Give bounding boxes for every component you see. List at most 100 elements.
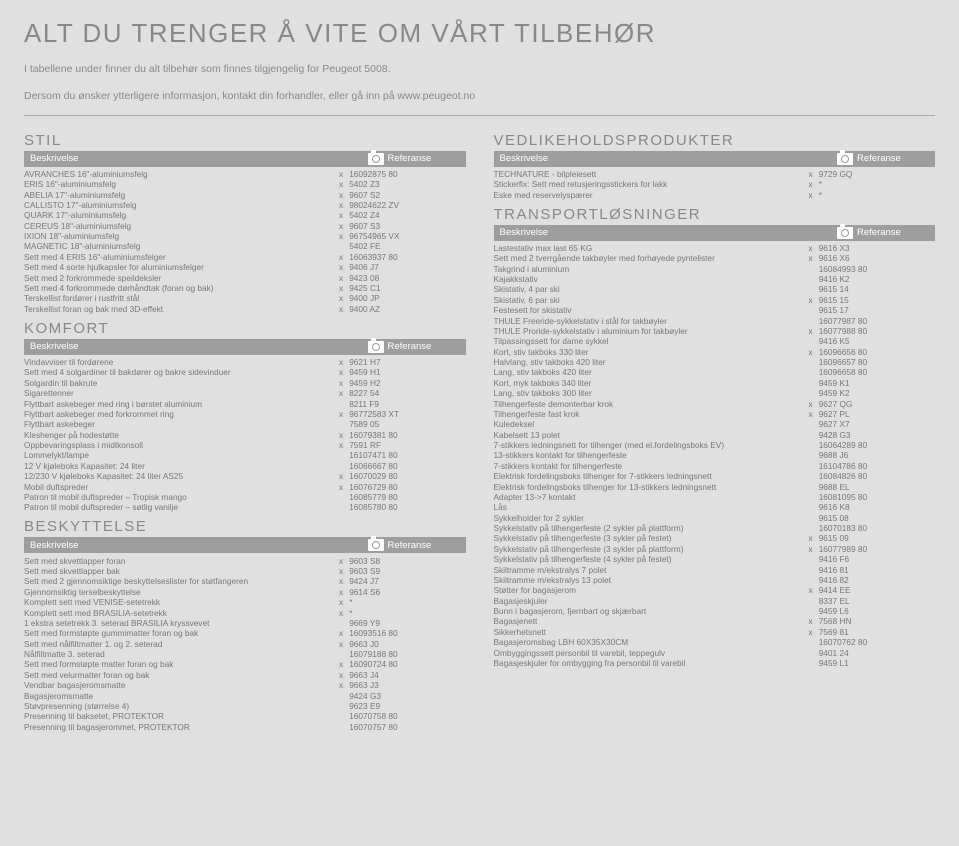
cell-desc: Sett med 2 tverrgående takbøyler med for…	[494, 253, 803, 263]
cell-ref: 9669 Y9	[349, 618, 465, 628]
table-row: Støtter for bagasjeromx9414 EE	[494, 585, 936, 595]
cell-photo	[333, 711, 349, 721]
table-row: Skiltramme m/ekstralys 7 polet9416 81	[494, 564, 936, 574]
cell-desc: Lang, stiv takboks 300 liter	[494, 388, 803, 398]
cell-photo	[803, 606, 819, 616]
cell-ref: 9729 GQ	[819, 169, 935, 179]
cell-ref: 16066667 80	[349, 461, 465, 471]
cell-photo: x	[803, 616, 819, 626]
cell-desc: Lang, stiv takboks 420 liter	[494, 367, 803, 377]
cell-photo	[333, 461, 349, 471]
table-row: ABELIA 17"-aluminiumsfelgx9607 S2	[24, 189, 466, 199]
cell-ref: 96772583 XT	[349, 409, 465, 419]
cell-desc: Lastestativ max last 65 KG	[494, 243, 803, 253]
cell-desc: Bagasjenett	[494, 616, 803, 626]
header-desc: Beskrivelse	[500, 153, 838, 164]
divider	[24, 115, 935, 116]
cell-ref: 9425 C1	[349, 283, 465, 293]
cell-desc: Skiltramme m/ekstralys 7 polet	[494, 564, 803, 574]
table-row: Sykkelstativ på tilhengerfeste (3 sykler…	[494, 544, 936, 554]
table-row: Skistativ, 6 par skix9615 15	[494, 295, 936, 305]
table-row: 13-stikkers kontakt for tilhengerfeste96…	[494, 450, 936, 460]
cell-desc: Flyttbart askebeger med forkrommet ring	[24, 409, 333, 419]
cell-desc: Skiltramme m/ekstralys 13 polet	[494, 575, 803, 585]
cell-photo: x	[333, 628, 349, 638]
section-title-beskyttelse: BESKYTTELSE	[24, 518, 466, 535]
cell-desc: Tilhengerfeste demonterbar krok	[494, 398, 803, 408]
cell-desc: Skistativ, 6 par ski	[494, 295, 803, 305]
cell-photo: x	[803, 627, 819, 637]
header-ref: Referanse	[388, 341, 460, 352]
table-header: BeskrivelseReferanse	[494, 151, 936, 167]
cell-desc: Sett med formstøpte matter foran og bak	[24, 659, 333, 669]
cell-photo: x	[333, 293, 349, 303]
cell-ref: 9424 J7	[349, 576, 465, 586]
cell-photo	[803, 595, 819, 605]
cell-desc: Kabelsett 13 polet	[494, 429, 803, 439]
cell-photo: x	[333, 440, 349, 450]
cell-desc: Sikkerhetsnett	[494, 627, 803, 637]
cell-ref: 5402 FE	[349, 241, 465, 251]
table-row: Bagasjeskjuler8337 EL	[494, 595, 936, 605]
table-row: Stickerfix: Sett med retusjeringssticker…	[494, 179, 936, 189]
cell-photo	[333, 502, 349, 512]
cell-desc: Sett med 2 forkrommede speildeksler	[24, 272, 333, 282]
cell-desc: Patron til mobil duftspreder – Tropisk m…	[24, 492, 333, 502]
cell-photo: x	[333, 429, 349, 439]
cell-ref: 9615 14	[819, 284, 935, 294]
table-row: Vindavviser til fordørenex9621 H7	[24, 357, 466, 367]
table-row: Sikkerhetsnettx7569 81	[494, 627, 936, 637]
table-row: Adapter 13->7 kontakt16081095 80	[494, 492, 936, 502]
cell-ref: 9663 J4	[349, 670, 465, 680]
table-row: Flyttbart askebeger7589 05	[24, 419, 466, 429]
cell-desc: Bunn i bagasjerom, fjernbart og skjærbar…	[494, 606, 803, 616]
cell-photo	[333, 618, 349, 628]
cell-desc: Patron til mobil duftspreder – søtlig va…	[24, 502, 333, 512]
cell-desc: Kuledeksel	[494, 419, 803, 429]
table-row: Sett med formstøpte matter foran og bakx…	[24, 659, 466, 669]
cell-ref: 5402 Z4	[349, 210, 465, 220]
cell-ref: 16070762 80	[819, 637, 935, 647]
cell-photo	[803, 357, 819, 367]
cell-ref: 9616 K8	[819, 502, 935, 512]
cell-ref: 9688 J6	[819, 450, 935, 460]
table-row: Skiltramme m/ekstralys 13 polet9416 82	[494, 575, 936, 585]
cell-photo	[803, 450, 819, 460]
cell-ref: 8227 54	[349, 388, 465, 398]
cell-desc: Gjennomsiktig terselbeskyttelse	[24, 587, 333, 597]
table-row: Sett med velurmatter foran og bakx9663 J…	[24, 670, 466, 680]
cell-photo	[803, 419, 819, 429]
cell-desc: Mobil duftspreder	[24, 481, 333, 491]
cell-ref: 9416 F6	[819, 554, 935, 564]
cell-ref: 9615 17	[819, 305, 935, 315]
cell-photo: x	[803, 409, 819, 419]
table-row: Presenning til baksetet, PROTEKTOR160707…	[24, 711, 466, 721]
cell-desc: IXION 18"-aluminiumsfelg	[24, 231, 333, 241]
cell-ref: 9614 S6	[349, 587, 465, 597]
table-row: 7-stikkers kontakt for tilhengerfeste161…	[494, 461, 936, 471]
cell-ref: 9459 L6	[819, 606, 935, 616]
cell-ref: 9406 J7	[349, 262, 465, 272]
cell-desc: MAGNETIC 18"-aluminiumsfelg	[24, 241, 333, 251]
table-row: MAGNETIC 18"-aluminiumsfelg 5402 FE	[24, 241, 466, 251]
cell-photo: x	[803, 398, 819, 408]
table-row: TECHNATURE - bilpleiesettx9729 GQ	[494, 169, 936, 179]
cell-ref: 96754965 VX	[349, 231, 465, 241]
cell-desc: Komplett sett med VENISE-setetrekk	[24, 597, 333, 607]
cell-desc: Bagasjeskjuler	[494, 595, 803, 605]
table-vedlikehold: TECHNATURE - bilpleiesettx9729 GQSticker…	[494, 169, 936, 200]
camera-icon	[837, 227, 853, 239]
cell-ref: 16077988 80	[819, 326, 935, 336]
cell-desc: ERIS 16"-aluminiumsfelg	[24, 179, 333, 189]
cell-desc: Lommelykt/lampe	[24, 450, 333, 460]
cell-photo	[803, 378, 819, 388]
left-column: STILBeskrivelseReferanseAVRANCHES 16"-al…	[24, 126, 466, 732]
cell-desc: Sett med formstøpte gummimatter foran og…	[24, 628, 333, 638]
cell-ref: 7568 HN	[819, 616, 935, 626]
cell-ref: 16090724 80	[349, 659, 465, 669]
table-row: 1 ekstra setetrekk 3. seterad BRASILIA k…	[24, 618, 466, 628]
table-row: Kajakkstativ9416 K2	[494, 274, 936, 284]
intro-line1: I tabellene under finner du alt tilbehør…	[24, 61, 935, 78]
table-row: Oppbevaringsplass i midtkonsollx7591 RF	[24, 440, 466, 450]
cell-ref: 9416 K2	[819, 274, 935, 284]
